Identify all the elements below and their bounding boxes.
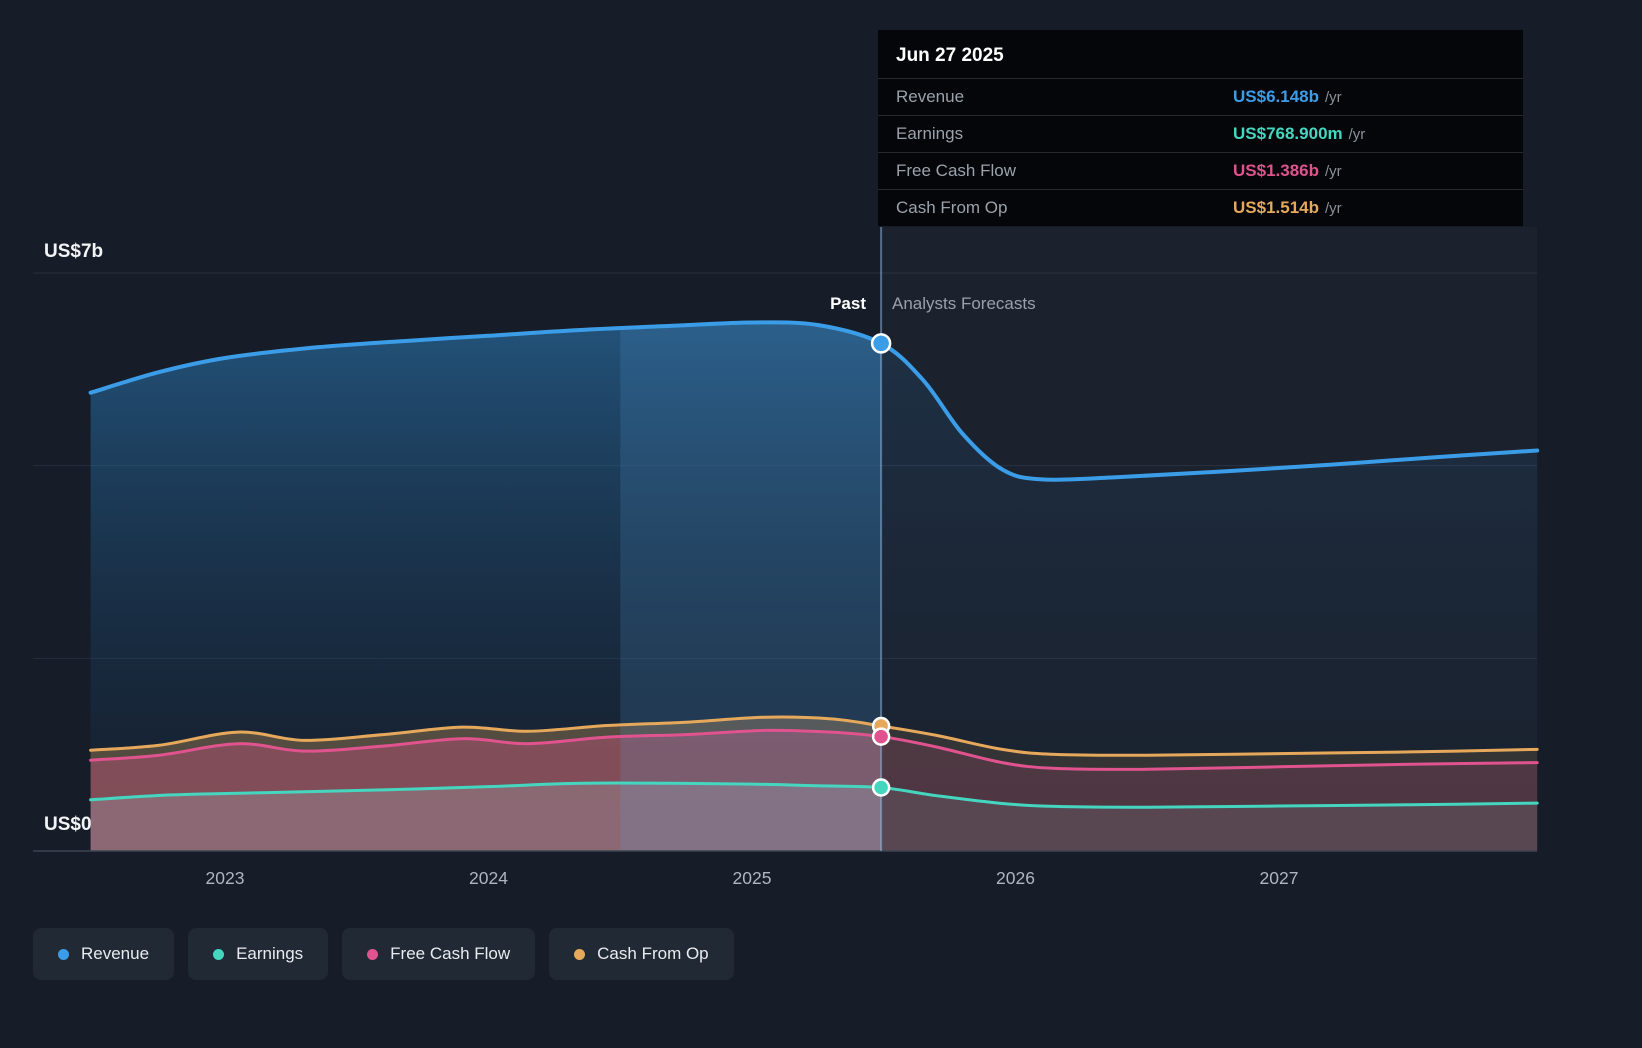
- tooltip-row-value: US$1.386b: [1233, 161, 1319, 180]
- past-label: Past: [830, 294, 866, 313]
- revenue-marker-dot: [870, 333, 892, 354]
- x-axis-tick-label: 2023: [206, 868, 245, 888]
- tooltip-row-revenue: Revenue US$6.148b /yr: [878, 78, 1523, 115]
- tooltip-row-value: US$768.900m: [1233, 124, 1343, 143]
- hover-tooltip: Jun 27 2025 Revenue US$6.148b /yr Earnin…: [878, 30, 1523, 226]
- x-axis-tick-label: 2024: [469, 868, 508, 888]
- tooltip-row-value: US$1.514b: [1233, 198, 1319, 217]
- x-axis-tick-label: 2027: [1260, 868, 1299, 888]
- tooltip-row-label: Earnings: [896, 124, 964, 143]
- tooltip-date: Jun 27 2025: [896, 45, 1004, 66]
- free-cash-flow-line: [89, 728, 1539, 771]
- legend-item-label: Free Cash Flow: [390, 944, 511, 963]
- revenue-line: [88, 320, 1540, 482]
- revenue-area-forecast: [881, 343, 1538, 851]
- legend-item-earnings[interactable]: Earnings: [188, 928, 329, 980]
- legend-item-label: Earnings: [236, 944, 304, 963]
- legend-swatch-cash-from-op-icon: [574, 948, 586, 960]
- legend-swatch-free-cash-flow-icon: [367, 948, 379, 960]
- tooltip-row-label: Revenue: [896, 87, 965, 106]
- legend-swatch-revenue-icon: [58, 948, 69, 960]
- x-axis-tick-label: 2026: [996, 868, 1035, 888]
- legend-swatch-earnings-icon: [213, 948, 225, 960]
- free-cash-flow-marker-dot: [871, 727, 891, 746]
- legend-item-free-cash-flow[interactable]: Free Cash Flow: [342, 928, 536, 980]
- legend-item-cash-from-op[interactable]: Cash From Op: [549, 928, 734, 980]
- y-axis-label-top: US$7b: [44, 241, 104, 262]
- tooltip-row-suffix: /yr: [1348, 126, 1366, 143]
- earnings-marker-dot: [871, 778, 891, 797]
- legend-item-revenue[interactable]: Revenue: [33, 928, 175, 980]
- x-axis-tick-label: 2025: [733, 868, 772, 888]
- revenue-area-past: [90, 322, 882, 851]
- tooltip-row-earnings: Earnings US$768.900m /yr: [878, 115, 1523, 152]
- fiscal-year-highlight-band: [620, 322, 882, 851]
- earnings-area-past: [90, 783, 882, 851]
- legend-item-label: Revenue: [81, 944, 150, 963]
- legend: Revenue Earnings Free Cash Flow Cash Fro…: [33, 928, 734, 980]
- y-axis-label-zero: US$0: [44, 814, 92, 835]
- tooltip-row-free-cash-flow: Free Cash Flow US$1.386b /yr: [878, 152, 1523, 189]
- tooltip-row-value: US$6.148b: [1233, 87, 1319, 106]
- analysts-forecasts-label: Analysts Forecasts: [892, 294, 1036, 313]
- earnings-line: [89, 781, 1539, 809]
- tooltip-row-cash-from-op: Cash From Op US$1.514b /yr: [878, 189, 1523, 226]
- tooltip-row-label: Cash From Op: [896, 198, 1008, 217]
- tooltip-row-suffix: /yr: [1325, 89, 1342, 106]
- earnings-area-forecast: [881, 787, 1538, 851]
- tooltip-row-suffix: /yr: [1325, 163, 1342, 180]
- tooltip-row-suffix: /yr: [1325, 200, 1342, 217]
- legend-item-label: Cash From Op: [597, 944, 709, 963]
- free-cash-flow-area-past: [90, 730, 882, 851]
- cash-from-op-line: [89, 715, 1539, 757]
- cash-from-op-area-forecast: [881, 726, 1538, 851]
- tooltip-row-label: Free Cash Flow: [896, 161, 1016, 180]
